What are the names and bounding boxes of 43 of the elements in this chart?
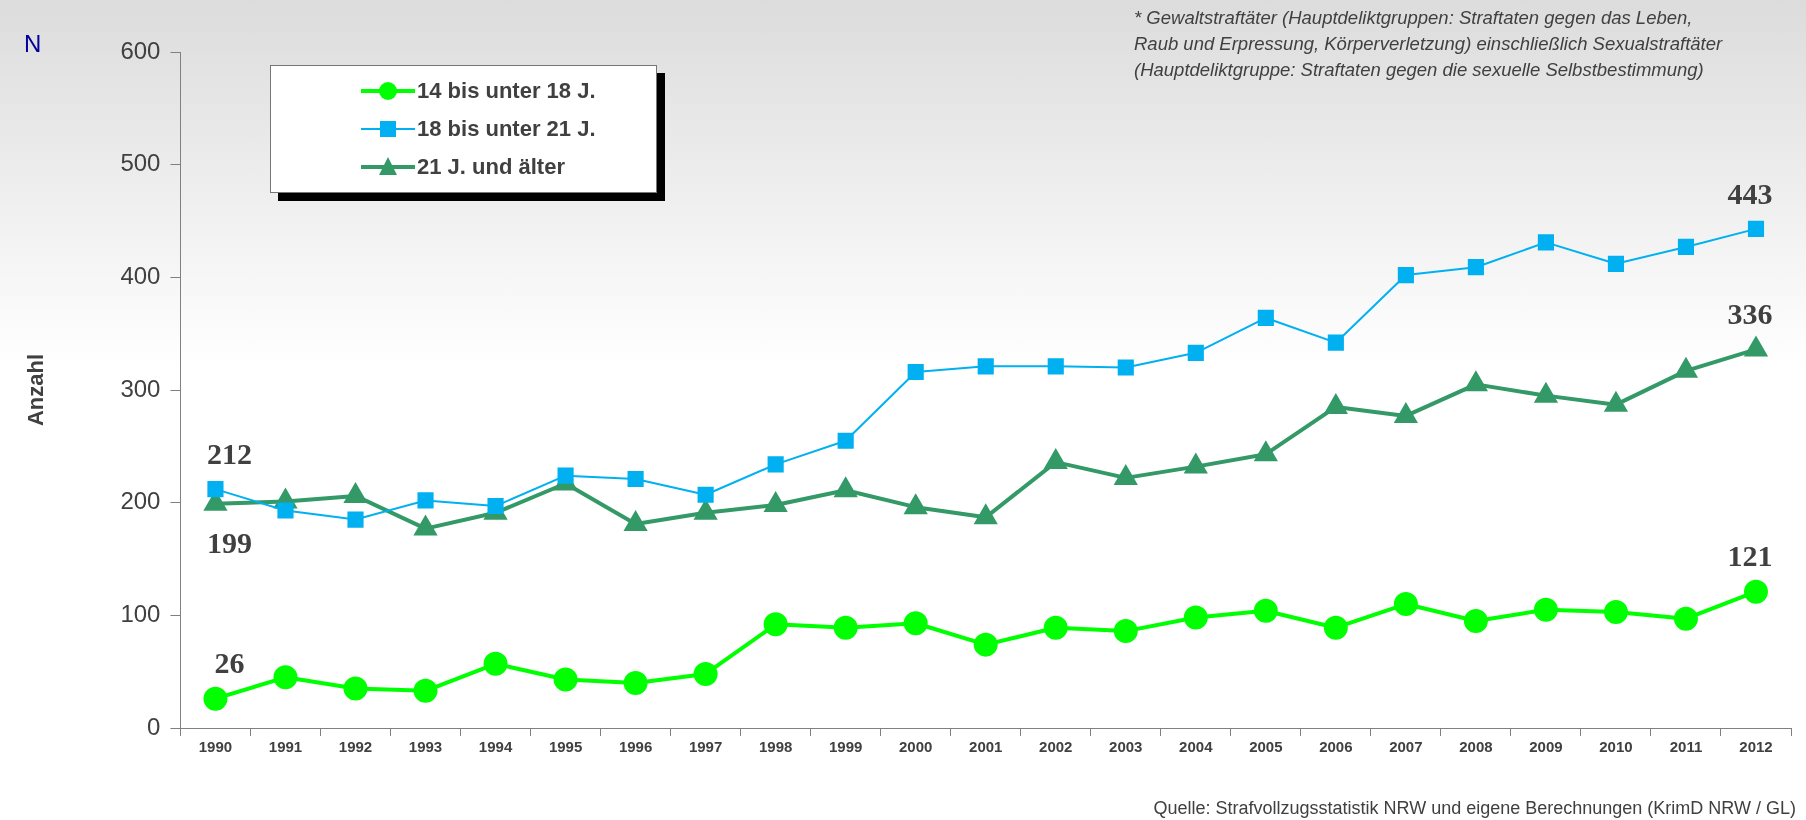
data-label: 26 [214,646,245,680]
x-tick-label: 1996 [618,738,653,756]
data-label: 121 [1727,539,1773,573]
y-tick-label: 100 [120,599,161,627]
x-tick-label: 2002 [1039,738,1073,756]
x-tick-label: 2004 [1179,738,1214,756]
data-label: 443 [1727,176,1773,210]
x-tick-label: 2007 [1389,738,1423,756]
text: N [24,30,42,58]
data-label: 212 [206,436,252,470]
legend-label: 18 bis unter 21 J. [417,116,596,142]
x-tick-label: 2001 [969,738,1003,756]
x-tick-label: 2005 [1249,738,1283,756]
x-tick-label: 2010 [1599,738,1633,756]
x-tick-label: 1990 [198,738,233,756]
x-tick-label: 1992 [338,738,373,756]
source-note: Quelle: Strafvollzugsstatistik NRW und eigene Berechnungen (KrimD NRW / GL) [1153,798,1796,819]
x-tick-label: 1995 [548,738,583,756]
y-tick-label: 0 [147,712,161,740]
data-label: 336 [1727,297,1773,331]
x-tick-label: 2009 [1529,738,1563,756]
x-tick-label: 1993 [408,738,443,756]
y-axis-title: Anzahl [23,353,49,427]
legend-label: 14 bis unter 18 J. [417,78,596,104]
x-tick-label: 2012 [1739,738,1773,756]
data-label: 199 [206,525,252,559]
x-tick-label: 2006 [1319,738,1353,756]
legend-label: 21 J. und älter [417,154,565,180]
y-tick-label: 200 [120,487,161,515]
x-tick-label: 1991 [268,738,303,756]
x-tick-label: 2003 [1109,738,1143,756]
y-tick-label: 600 [120,36,161,64]
x-tick-label: 1994 [478,738,513,756]
y-tick-label: 300 [120,374,161,402]
x-tick-label: 1999 [828,738,863,756]
x-tick-label: 2011 [1669,738,1703,756]
y-tick-label: 400 [120,261,161,289]
x-tick-label: 1998 [758,738,793,756]
y-tick-label: 500 [120,149,161,177]
x-tick-label: 2000 [899,738,933,756]
x-tick-label: 2008 [1459,738,1493,756]
annotation: * Gewaltstraftäter (Hauptdeliktgruppen: Straftaten gegen das Leben, Raub und Erpressung, Körperverletzung) einschließlich Sexualstraftäter (Hauptdeliktgruppe: Straftaten gegen die sexuelle Selbstbestimmung) [1134,6,1724,82]
x-tick-label: 1997 [688,738,723,756]
